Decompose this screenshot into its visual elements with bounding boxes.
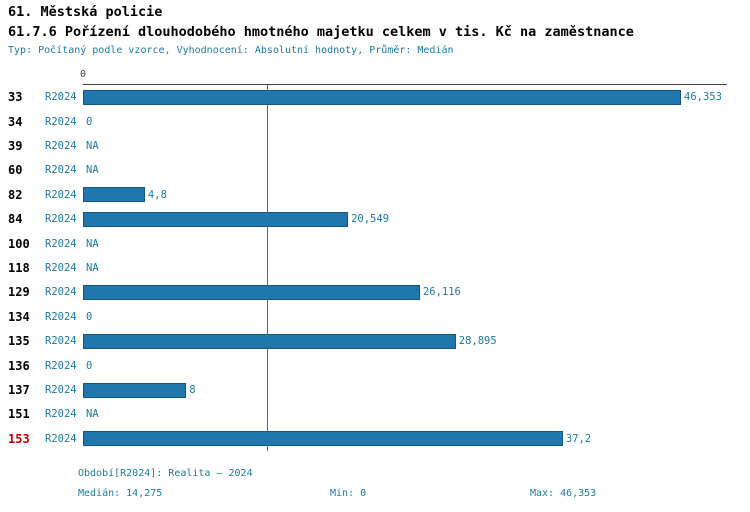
period-label: R2024 xyxy=(45,432,77,445)
page-title: 61. Městská policie xyxy=(8,4,163,20)
chart-row: 135 R2024 28,895 xyxy=(0,329,750,353)
bar-chart: 0 33 R2024 46,353 34 R2024 0 39 R2024 NA 60 R2024 N… xyxy=(0,69,750,451)
median-line xyxy=(267,85,269,451)
value-label: 0 xyxy=(86,115,93,128)
value-label: 8 xyxy=(189,384,196,397)
category-label: 151 xyxy=(8,407,30,422)
bar-area: NA xyxy=(83,134,750,158)
footer-median-label: Medián: 14,275 xyxy=(78,488,163,499)
category-label: 134 xyxy=(8,309,30,324)
bar-area: NA xyxy=(83,402,750,426)
period-label: R2024 xyxy=(45,140,77,153)
value-label: 46,353 xyxy=(684,91,722,104)
chart-row: 137 R2024 8 xyxy=(0,378,750,402)
period-label: R2024 xyxy=(45,188,77,201)
category-label: 39 xyxy=(8,139,23,154)
category-label: 137 xyxy=(8,383,30,398)
bar-area: 46,353 xyxy=(83,85,750,109)
period-label: R2024 xyxy=(45,164,77,177)
footer-max-label: Max: 46,353 xyxy=(530,488,597,499)
bar-area: 28,895 xyxy=(83,329,750,353)
category-label: 100 xyxy=(8,236,30,251)
bar xyxy=(83,431,563,447)
period-label: R2024 xyxy=(45,237,77,250)
axis-top-line xyxy=(83,84,727,85)
bar xyxy=(83,284,420,300)
chart-row: 100 R2024 NA xyxy=(0,231,750,255)
chart-row: 134 R2024 0 xyxy=(0,305,750,329)
value-label: NA xyxy=(86,237,99,250)
category-label: 118 xyxy=(8,261,30,276)
category-label: 153 xyxy=(8,431,30,446)
bar-area: NA xyxy=(83,231,750,255)
axis-zero-tick-label: 0 xyxy=(79,69,87,80)
bar xyxy=(83,89,681,105)
value-label: 0 xyxy=(86,310,93,323)
bar-area: 37,2 xyxy=(83,427,750,451)
value-label: NA xyxy=(86,140,99,153)
period-label: R2024 xyxy=(45,335,77,348)
period-label: R2024 xyxy=(45,286,77,299)
bar-area: 20,549 xyxy=(83,207,750,231)
bar xyxy=(83,187,145,203)
category-label: 84 xyxy=(8,212,23,227)
value-label: NA xyxy=(86,408,99,421)
chart-row: 153 R2024 37,2 xyxy=(0,427,750,451)
period-label: R2024 xyxy=(45,408,77,421)
footer-period-label: Období[R2024]: Realita – 2024 xyxy=(78,468,253,479)
chart-row: 118 R2024 NA xyxy=(0,256,750,280)
category-label: 33 xyxy=(8,90,23,105)
chart-row: 129 R2024 26,116 xyxy=(0,280,750,304)
category-label: 60 xyxy=(8,163,23,178)
category-label: 135 xyxy=(8,334,30,349)
bar xyxy=(83,211,349,227)
category-label: 136 xyxy=(8,358,30,373)
value-label: 4,8 xyxy=(147,188,167,201)
value-label: 37,2 xyxy=(565,432,592,445)
value-label: 26,116 xyxy=(422,286,461,299)
chart-row: 60 R2024 NA xyxy=(0,158,750,182)
chart-rows: 33 R2024 46,353 34 R2024 0 39 R2024 NA 60 R2024 NA 8… xyxy=(0,85,750,451)
bar-area: 0 xyxy=(83,305,750,329)
bar-area: 26,116 xyxy=(83,280,750,304)
category-label: 34 xyxy=(8,114,23,129)
chart-row: 84 R2024 20,549 xyxy=(0,207,750,231)
chart-meta-line: Typ: Počítaný podle vzorce, Vyhodnocení:… xyxy=(8,45,454,56)
period-label: R2024 xyxy=(45,310,77,323)
bar-area: 0 xyxy=(83,353,750,377)
bar-area: 8 xyxy=(83,378,750,402)
bar-area: NA xyxy=(83,158,750,182)
chart-row: 34 R2024 0 xyxy=(0,109,750,133)
period-label: R2024 xyxy=(45,213,77,226)
chart-row: 136 R2024 0 xyxy=(0,353,750,377)
chart-row: 82 R2024 4,8 xyxy=(0,183,750,207)
bar xyxy=(83,382,187,398)
bar-area: 4,8 xyxy=(83,183,750,207)
period-label: R2024 xyxy=(45,384,77,397)
period-label: R2024 xyxy=(45,359,77,372)
chart-row: 151 R2024 NA xyxy=(0,402,750,426)
category-label: 129 xyxy=(8,285,30,300)
value-label: NA xyxy=(86,164,99,177)
value-label: NA xyxy=(86,262,99,275)
category-label: 82 xyxy=(8,187,23,202)
value-label: 28,895 xyxy=(458,335,497,348)
period-label: R2024 xyxy=(45,115,77,128)
chart-row: 33 R2024 46,353 xyxy=(0,85,750,109)
chart-subtitle: 61.7.6 Pořízení dlouhodobého hmotného ma… xyxy=(8,24,634,40)
period-label: R2024 xyxy=(45,91,77,104)
value-label: 20,549 xyxy=(351,213,390,226)
bar-area: NA xyxy=(83,256,750,280)
footer-min-label: Min: 0 xyxy=(330,488,367,499)
value-label: 0 xyxy=(86,359,93,372)
period-label: R2024 xyxy=(45,262,77,275)
bar xyxy=(83,333,456,349)
chart-row: 39 R2024 NA xyxy=(0,134,750,158)
bar-area: 0 xyxy=(83,109,750,133)
